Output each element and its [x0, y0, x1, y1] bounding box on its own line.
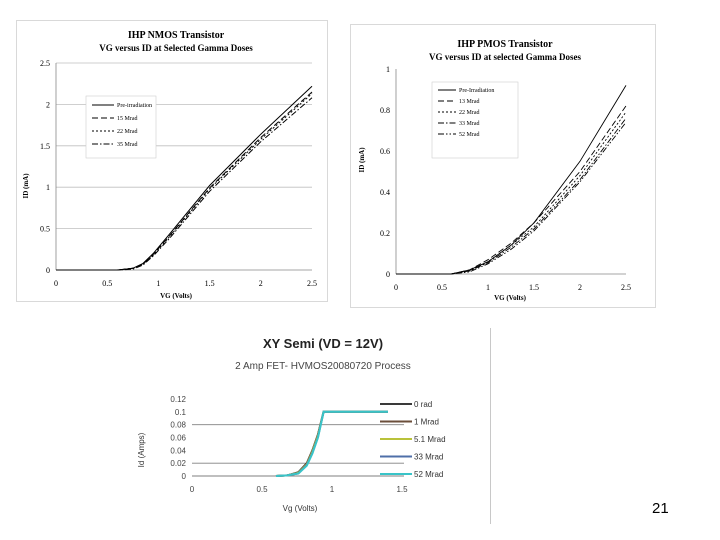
pmos-chart-frame — [350, 24, 656, 308]
xysemi-series — [275, 410, 388, 477]
nmos-chart-xlabel: VG (Volts) — [160, 292, 192, 300]
xysemi-legend-label: 5.1 Mrad — [414, 435, 446, 444]
nmos-legend-label: 22 Mrad — [117, 129, 138, 135]
pmos-ytick-label: 0.8 — [380, 106, 390, 115]
pmos-chart-ylabel: ID (mA) — [358, 147, 366, 173]
xysemi-ytick-label: 0.02 — [170, 459, 186, 468]
xysemi-tick-labels: 0 0.02 0.04 0.06 0.08 0.1 0.12 0 0.5 1 1.5 — [170, 395, 408, 494]
xysemi-xtick-label: 0 — [190, 485, 195, 494]
pmos-series-line — [396, 111, 627, 275]
nmos-xtick-label: 2 — [259, 279, 263, 288]
nmos-chart-frame — [16, 20, 328, 302]
pmos-tick-labels: 0 0.2 0.4 0.6 0.8 1 0 0.5 1 1.5 2 2.5 — [380, 65, 631, 292]
nmos-series-line — [56, 97, 313, 271]
xysemi-xtick-label: 1.5 — [396, 485, 408, 494]
pmos-legend-box — [431, 81, 519, 159]
nmos-chart-title: IHP NMOS Transistor — [128, 30, 225, 41]
nmos-tick-labels: 0 0.5 1 1.5 2 2.5 0 0.5 1 1.5 2 2.5 — [40, 59, 317, 288]
pmos-legend-label: 52 Mrad — [459, 132, 480, 138]
pmos-xtick-label: 1 — [486, 283, 490, 292]
xysemi-series-line — [275, 410, 388, 477]
nmos-xtick-label: 1 — [156, 279, 160, 288]
pmos-ytick-label: 0 — [386, 270, 390, 279]
nmos-legend-label: 35 Mrad — [117, 142, 138, 148]
nmos-legend: Pre-irradiation 15 Mrad 22 Mrad 35 Mrad — [85, 95, 157, 159]
pmos-series-line — [396, 122, 627, 275]
pmos-legend-label: 13 Mrad — [459, 99, 480, 105]
xysemi-ytick-label: 0.04 — [170, 446, 186, 455]
pmos-series-line — [396, 117, 627, 275]
xysemi-chart-title: XY Semi (VD = 12V) — [263, 336, 383, 351]
xysemi-series-line — [275, 410, 388, 477]
nmos-chart-subtitle: VG versus ID at Selected Gamma Doses — [99, 43, 253, 53]
xysemi-legend-label: 33 Mrad — [414, 453, 443, 462]
xysemi-series-line — [275, 410, 388, 477]
nmos-ytick-label: 0.5 — [40, 225, 50, 234]
xysemi-ytick-label: 0.06 — [170, 434, 186, 443]
pmos-legend-label: 33 Mrad — [459, 121, 480, 127]
xysemi-legend: 0 rad 1 Mrad 5.1 Mrad 33 Mrad 52 Mrad — [380, 400, 446, 479]
nmos-chart: IHP NMOS Transistor VG versus ID at Sele… — [16, 20, 328, 302]
nmos-ytick-label: 1 — [46, 183, 50, 192]
nmos-chart-ylabel: ID (mA) — [22, 173, 30, 199]
pmos-xtick-label: 2.5 — [621, 283, 631, 292]
xysemi-ytick-label: 0.1 — [175, 408, 187, 417]
xysemi-legend-label: 0 rad — [414, 400, 432, 409]
xysemi-chart: XY Semi (VD = 12V) 2 Amp FET- HVMOS20080… — [137, 336, 446, 513]
xysemi-legend-label: 52 Mrad — [414, 470, 443, 479]
pmos-ytick-label: 0.6 — [380, 147, 390, 156]
nmos-ytick-label: 2.5 — [40, 59, 50, 68]
page-number: 21 — [652, 500, 669, 517]
nmos-legend-label: Pre-irradiation — [117, 103, 152, 109]
xysemi-series-line — [275, 410, 388, 477]
pmos-xtick-label: 2 — [578, 283, 582, 292]
xysemi-chart-subtitle: 2 Amp FET- HVMOS20080720 Process — [235, 361, 411, 372]
pmos-xtick-label: 0 — [394, 283, 398, 292]
pmos-xtick-label: 1.5 — [529, 283, 539, 292]
xysemi-series-line — [275, 410, 388, 477]
xysemi-ytick-label: 0.12 — [170, 395, 186, 404]
nmos-series — [56, 85, 313, 271]
xysemi-xtick-label: 0.5 — [256, 485, 268, 494]
pmos-legend: Pre-Irradiation 13 Mrad 22 Mrad 33 Mrad 52 M… — [431, 81, 519, 159]
xysemi-xtick-label: 1 — [330, 485, 335, 494]
nmos-legend-box — [85, 95, 157, 159]
nmos-legend-label: 15 Mrad — [117, 116, 138, 122]
xysemi-chart-xlabel: Vg (Volts) — [283, 504, 318, 513]
pmos-ytick-label: 1 — [386, 65, 390, 74]
pmos-chart-subtitle: VG versus ID at selected Gamma Doses — [429, 52, 581, 62]
nmos-xtick-label: 1.5 — [205, 279, 215, 288]
nmos-xtick-label: 2.5 — [307, 279, 317, 288]
pmos-series — [396, 85, 627, 275]
pmos-legend-label: 22 Mrad — [459, 110, 480, 116]
pmos-chart-title: IHP PMOS Transistor — [457, 39, 553, 50]
nmos-xtick-label: 0 — [54, 279, 58, 288]
xysemi-legend-label: 1 Mrad — [414, 418, 439, 427]
nmos-ytick-label: 0 — [46, 266, 50, 275]
pmos-legend-label: Pre-Irradiation — [459, 88, 494, 94]
xysemi-gridlines — [192, 424, 404, 464]
xysemi-ytick-label: 0 — [182, 472, 187, 481]
vertical-divider — [490, 328, 491, 524]
nmos-xtick-label: 0.5 — [102, 279, 112, 288]
nmos-ytick-label: 1.5 — [40, 142, 50, 151]
pmos-ytick-label: 0.4 — [380, 188, 390, 197]
nmos-ytick-label: 2 — [46, 100, 50, 109]
pmos-chart-xlabel: VG (Volts) — [494, 294, 526, 302]
xysemi-chart-ylabel: Id (Amps) — [137, 432, 146, 467]
pmos-chart: IHP PMOS Transistor VG versus ID at sele… — [350, 24, 656, 308]
pmos-ytick-label: 0.2 — [380, 229, 390, 238]
nmos-series-line — [56, 93, 313, 271]
xysemi-ytick-label: 0.08 — [170, 421, 186, 430]
pmos-xtick-label: 0.5 — [437, 283, 447, 292]
